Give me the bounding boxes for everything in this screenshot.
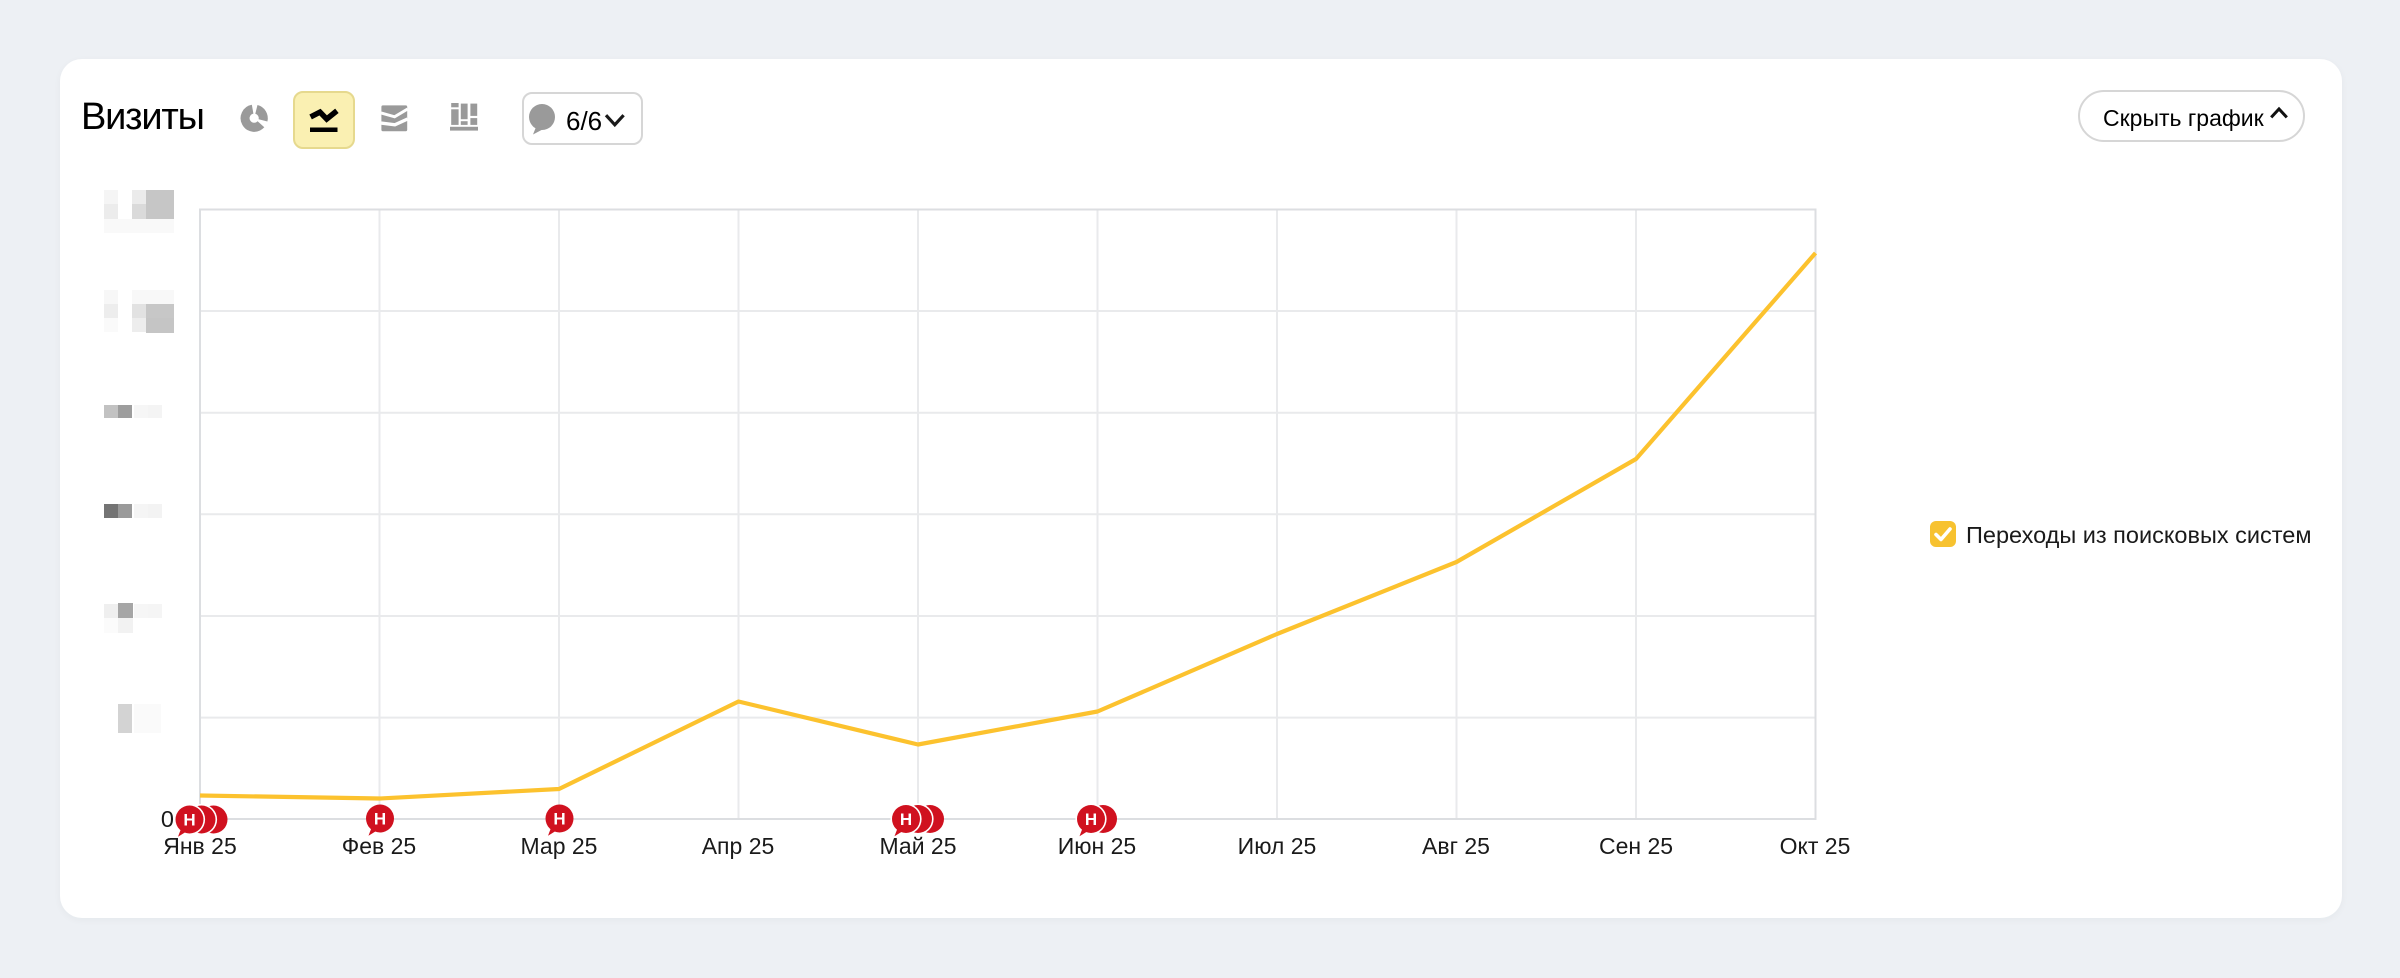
- svg-text:Н: Н: [374, 810, 386, 829]
- svg-text:Н: Н: [1085, 810, 1097, 829]
- svg-text:Н: Н: [183, 811, 195, 830]
- svg-text:Н: Н: [900, 810, 912, 829]
- svg-text:Н: Н: [553, 810, 565, 829]
